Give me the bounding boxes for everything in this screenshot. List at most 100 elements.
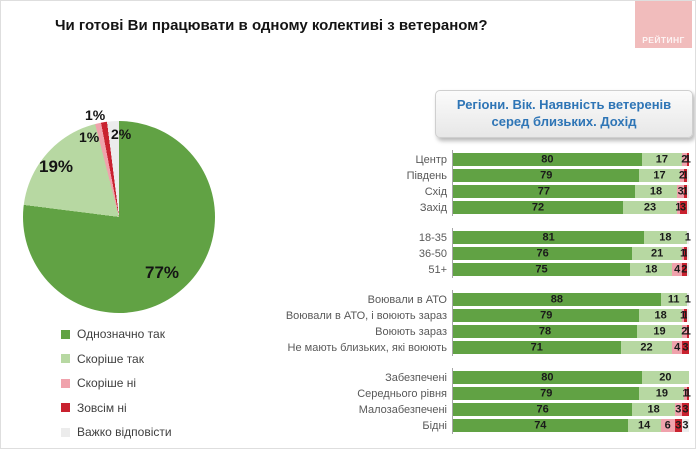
bar-segment-value: 19 (655, 387, 668, 399)
pie-legend: Однозначно так Скоріше так Скоріше ні Зовсі… (61, 327, 172, 448)
bar-segment-rather_no: 1 (682, 387, 689, 400)
bar-segment-value: 18 (647, 403, 660, 415)
bar-group: 18-35 81 18 1 36-50 76 21 1 1 51+ 75 18 4 2 (231, 228, 691, 278)
bar-segment-yes: 76 (453, 403, 633, 416)
bar-segment-rather_yes: 20 (641, 371, 689, 384)
bar-segment-value: 3 (675, 419, 682, 431)
bar-segment-value: 1 (682, 185, 689, 197)
bar-segment-rather_no: 2 (678, 169, 685, 182)
rating-logo-text: РЕЙТИНГ (642, 35, 685, 45)
bar-segment-yes: 78 (453, 325, 638, 338)
bar-segment-rather_yes: 19 (639, 387, 685, 400)
pie-label-yes: 77% (145, 263, 180, 282)
bar-segment-yes: 88 (453, 293, 661, 306)
bar-segment-value: 3 (677, 185, 684, 197)
bar-segment-value: 3 (680, 201, 687, 213)
bar-row: 51+ 75 18 4 2 (231, 263, 689, 276)
bar-segment-rather_yes: 21 (632, 247, 682, 260)
bar-segment-value: 78 (538, 325, 552, 337)
bar-segment-no: 3 (681, 341, 689, 354)
bar-segment-yes: 80 (453, 371, 642, 384)
bar-segment-no: 1 (682, 169, 689, 182)
bar-segment-dk: 1 (685, 231, 691, 244)
bar-group: Воювали в АТО 88 11 1 Воювали в АТО, і воюют… (231, 290, 691, 356)
bar-segment-value: 14 (638, 419, 651, 431)
bar-row-label: 36-50 (418, 247, 447, 260)
bar-row: 18-35 81 18 1 (231, 231, 691, 244)
legend-swatch-yes (61, 329, 70, 339)
bar-segment-dk: 3 (681, 419, 689, 432)
bar-segment-value: 17 (655, 153, 668, 165)
bar-row: Південь 79 17 2 1 (231, 169, 689, 182)
bar-track: 80 20 (453, 371, 689, 384)
bar-segment-rather_yes: 14 (627, 419, 661, 432)
bar-segment-rather_yes: 22 (620, 341, 673, 354)
bar-row-label: 51+ (428, 263, 447, 276)
bar-segment-value: 18 (659, 231, 672, 243)
bar-segment-value: 1 (684, 325, 691, 337)
bar-segment-no: 3 (681, 403, 689, 416)
bar-row: Не мають близьких, які воюють 71 22 4 3 (231, 341, 689, 354)
legend-label: Скоріше так (77, 351, 144, 366)
bar-segment-value: 22 (640, 341, 653, 353)
bar-track: 80 17 2 1 (453, 153, 691, 166)
legend-swatch-dk (61, 427, 70, 437)
bar-segment-yes: 71 (453, 341, 621, 354)
bar-segment-yes: 79 (453, 387, 640, 400)
legend-item: Однозначно так (61, 327, 172, 341)
bar-segment-value: 17 (653, 169, 666, 181)
legend-label: Важко відповісти (77, 425, 172, 439)
bar-segment-value: 74 (534, 419, 547, 431)
bar-track: 79 17 2 1 (453, 169, 689, 182)
bar-segment-yes: 80 (453, 153, 642, 166)
bar-segment-yes: 72 (453, 201, 623, 214)
bar-segment-no: 1 (684, 325, 691, 338)
bar-row-label: Південь (406, 169, 447, 182)
bar-row: Воювали в АТО 88 11 1 (231, 293, 691, 306)
legend-item: Важко відповісти (61, 425, 172, 439)
bar-segment-dk: 1 (685, 293, 691, 306)
bar-track: 76 21 1 1 (453, 247, 689, 260)
bar-segment-value: 1 (675, 201, 682, 213)
bar-segment-value: 81 (542, 231, 555, 243)
bar-segment-rather_yes: 18 (639, 309, 682, 322)
bar-segment-yes: 74 (453, 419, 628, 432)
bar-segment-value: 4 (674, 263, 681, 275)
pie-label-dk: 2% (111, 126, 132, 142)
bar-segment-no: 1 (685, 387, 691, 400)
bar-track: 76 18 3 3 (453, 403, 689, 416)
bar-segment-rather_no: 1 (680, 247, 686, 260)
stacked-bar-chart: Центр 80 17 2 1 Південь 79 17 2 1 Схід 77 18 3 1 Захід 7… (231, 150, 691, 448)
pie-label-rather-yes: 19% (39, 157, 74, 176)
bar-segment-rather_no: 3 (674, 403, 682, 416)
bar-track: 88 11 1 (453, 293, 691, 306)
bar-row: Середнього рівня 79 19 1 1 (231, 387, 691, 400)
legend-item: Скоріше так (61, 352, 172, 366)
bar-segment-rather_yes: 18 (634, 185, 678, 198)
bar-row-label: Воювали в АТО, і воюють зараз (285, 309, 447, 322)
bar-segment-rather_no: 1 (680, 309, 686, 322)
bar-segment-rather_yes: 19 (637, 325, 682, 338)
bar-segment-dk (686, 247, 689, 260)
bar-segment-value: 1 (684, 153, 691, 165)
bar-segment-value: 76 (536, 403, 549, 415)
bar-row: Бідні 74 14 6 3 3 (231, 419, 689, 432)
bar-row: 36-50 76 21 1 1 (231, 247, 689, 260)
rating-logo: РЕЙТИНГ (635, 1, 692, 48)
bar-row: Воювали в АТО, і воюють зараз 79 18 1 1 (231, 309, 689, 322)
bar-row-label: Бідні (422, 419, 447, 432)
bar-segment-value: 1 (682, 387, 689, 399)
bar-segment-value: 11 (667, 293, 680, 305)
bar-segment-value: 79 (540, 387, 553, 399)
bar-segment-rather_no: 6 (660, 419, 675, 432)
bar-segment-dk (686, 309, 689, 322)
bar-segment-value: 77 (537, 185, 550, 197)
bar-segment-value: 2 (681, 263, 688, 275)
bar-segment-value: 1 (682, 169, 689, 181)
bar-segment-value: 71 (530, 341, 543, 353)
legend-swatch-rather_no (61, 378, 70, 388)
bar-segment-value: 2 (678, 169, 685, 181)
bar-segment-value: 75 (535, 263, 548, 275)
bar-row: Воюють зараз 78 19 2 1 (231, 325, 691, 338)
